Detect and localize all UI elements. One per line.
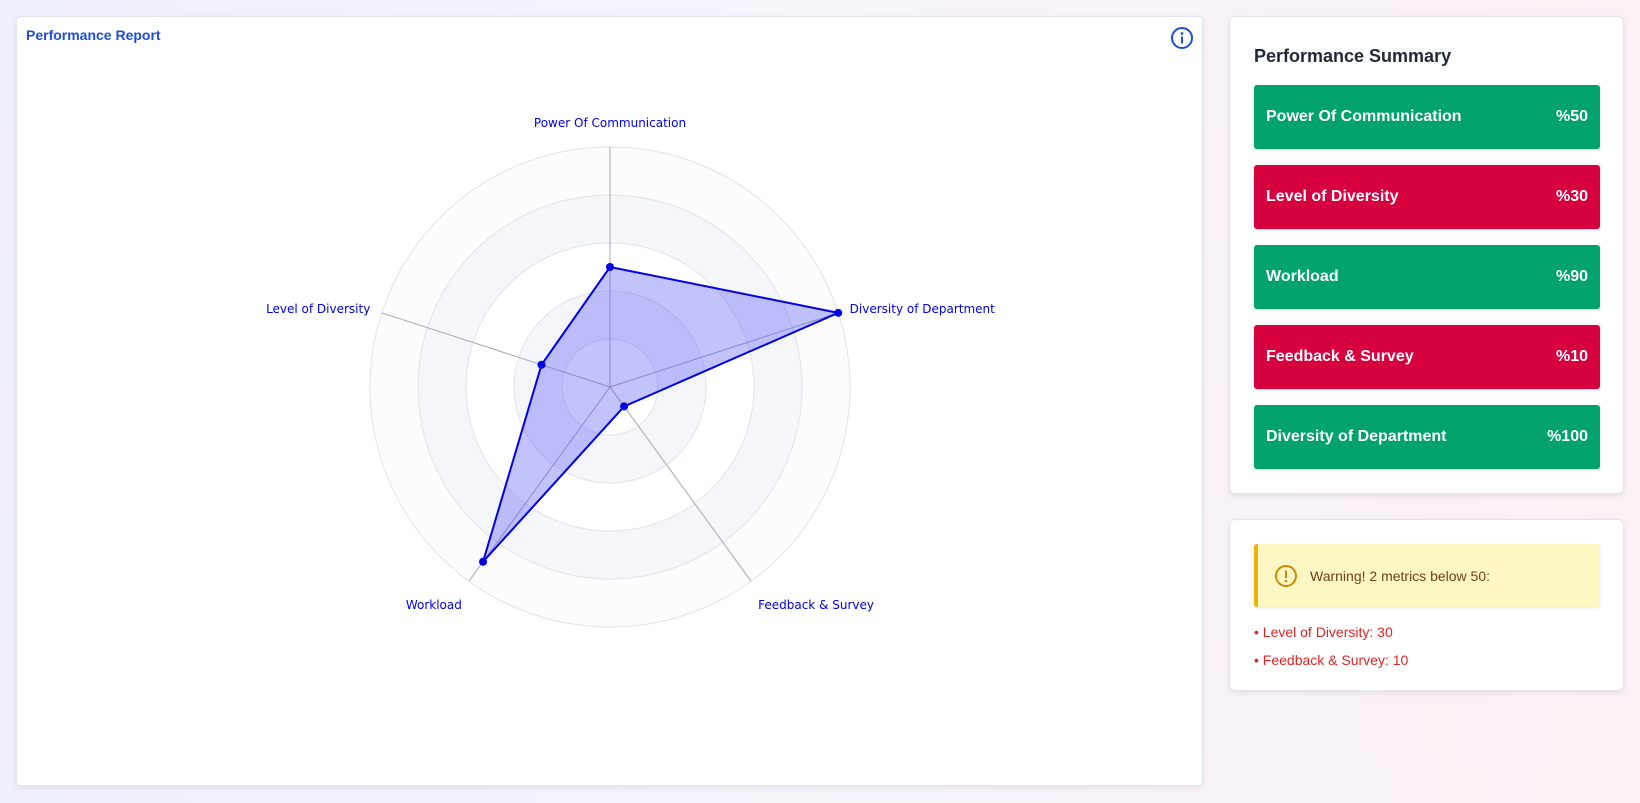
report-title: Performance Report bbox=[26, 27, 161, 43]
radar-axis-label: Feedback & Survey bbox=[758, 598, 874, 612]
radar-axis-line bbox=[609, 386, 752, 582]
radar-data-point bbox=[537, 360, 546, 369]
radar-axis-label: Power Of Communication bbox=[534, 116, 686, 130]
radar-axis-label: Level of Diversity bbox=[266, 302, 370, 316]
radar-data-point bbox=[606, 263, 614, 271]
metric-label: Power Of Communication bbox=[1266, 108, 1462, 125]
warning-text: Warning! 2 metrics below 50: bbox=[1310, 567, 1490, 584]
metric-value: %90 bbox=[1555, 268, 1588, 285]
radar-data-point bbox=[834, 308, 843, 317]
radar-series-area bbox=[482, 266, 840, 563]
metric-row-level-of-diversity: Level of Diversity %30 bbox=[1254, 165, 1600, 229]
metric-row-feedback-survey: Feedback & Survey %10 bbox=[1254, 325, 1600, 389]
metric-value: %100 bbox=[1547, 428, 1588, 445]
metric-row-diversity-of-department: Diversity of Department %100 bbox=[1254, 405, 1600, 469]
metric-value: %50 bbox=[1555, 108, 1588, 125]
metric-row-power-of-communication: Power Of Communication %50 bbox=[1254, 85, 1600, 149]
radar-axis-label: Workload bbox=[406, 598, 462, 612]
metric-value: %30 bbox=[1555, 188, 1588, 205]
metric-label: Diversity of Department bbox=[1266, 428, 1447, 445]
radar-axis-line bbox=[468, 386, 611, 582]
performance-report-card: Performance Report Power Of Communicatio… bbox=[16, 16, 1203, 786]
warning-card: Warning! 2 metrics below 50: • Level of … bbox=[1229, 519, 1624, 691]
metric-label: Workload bbox=[1266, 268, 1339, 285]
performance-summary-card: Performance Summary Power Of Communicati… bbox=[1229, 16, 1624, 494]
info-icon[interactable] bbox=[1170, 26, 1194, 50]
metric-value: %10 bbox=[1555, 348, 1588, 365]
radar-data-point bbox=[479, 557, 488, 566]
warning-item: • Level of Diversity: 30 bbox=[1254, 624, 1393, 640]
radar-axis-label: Diversity of Department bbox=[850, 302, 995, 316]
alert-circle-icon bbox=[1275, 564, 1297, 587]
radar-axis-line bbox=[381, 312, 611, 388]
radar-chart: Power Of Communication Diversity of Depar… bbox=[266, 116, 995, 628]
metric-row-workload: Workload %90 bbox=[1254, 245, 1600, 309]
radar-data-point bbox=[620, 402, 629, 411]
warning-item: • Feedback & Survey: 10 bbox=[1254, 652, 1409, 668]
summary-title: Performance Summary bbox=[1254, 46, 1452, 66]
warning-alert: Warning! 2 metrics below 50: bbox=[1254, 544, 1600, 607]
metric-label: Feedback & Survey bbox=[1266, 348, 1414, 365]
radar-axis-line bbox=[609, 312, 839, 388]
metric-label: Level of Diversity bbox=[1266, 188, 1399, 205]
